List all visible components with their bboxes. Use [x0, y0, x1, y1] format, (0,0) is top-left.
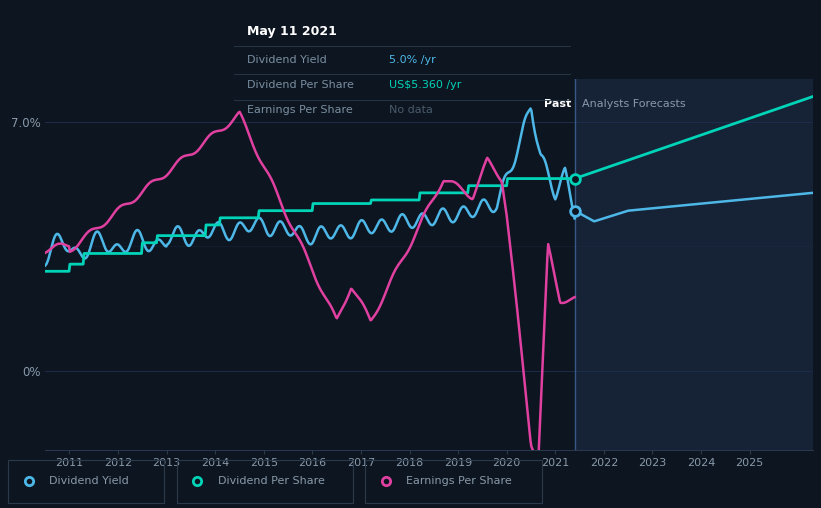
Text: Analysts Forecasts: Analysts Forecasts [582, 99, 686, 109]
Text: Dividend Per Share: Dividend Per Share [218, 477, 324, 486]
Text: Dividend Yield: Dividend Yield [49, 477, 129, 486]
Bar [575, 79, 813, 450]
Text: Past: Past [544, 99, 571, 109]
Text: May 11 2021: May 11 2021 [247, 25, 337, 39]
Text: 5.0% /yr: 5.0% /yr [389, 55, 436, 65]
Text: Earnings Per Share: Earnings Per Share [406, 477, 512, 486]
Text: Earnings Per Share: Earnings Per Share [247, 105, 353, 115]
Text: Dividend Yield: Dividend Yield [247, 55, 328, 65]
Text: US$5.360 /yr: US$5.360 /yr [389, 80, 461, 90]
Text: No data: No data [389, 105, 433, 115]
Text: Dividend Per Share: Dividend Per Share [247, 80, 355, 90]
